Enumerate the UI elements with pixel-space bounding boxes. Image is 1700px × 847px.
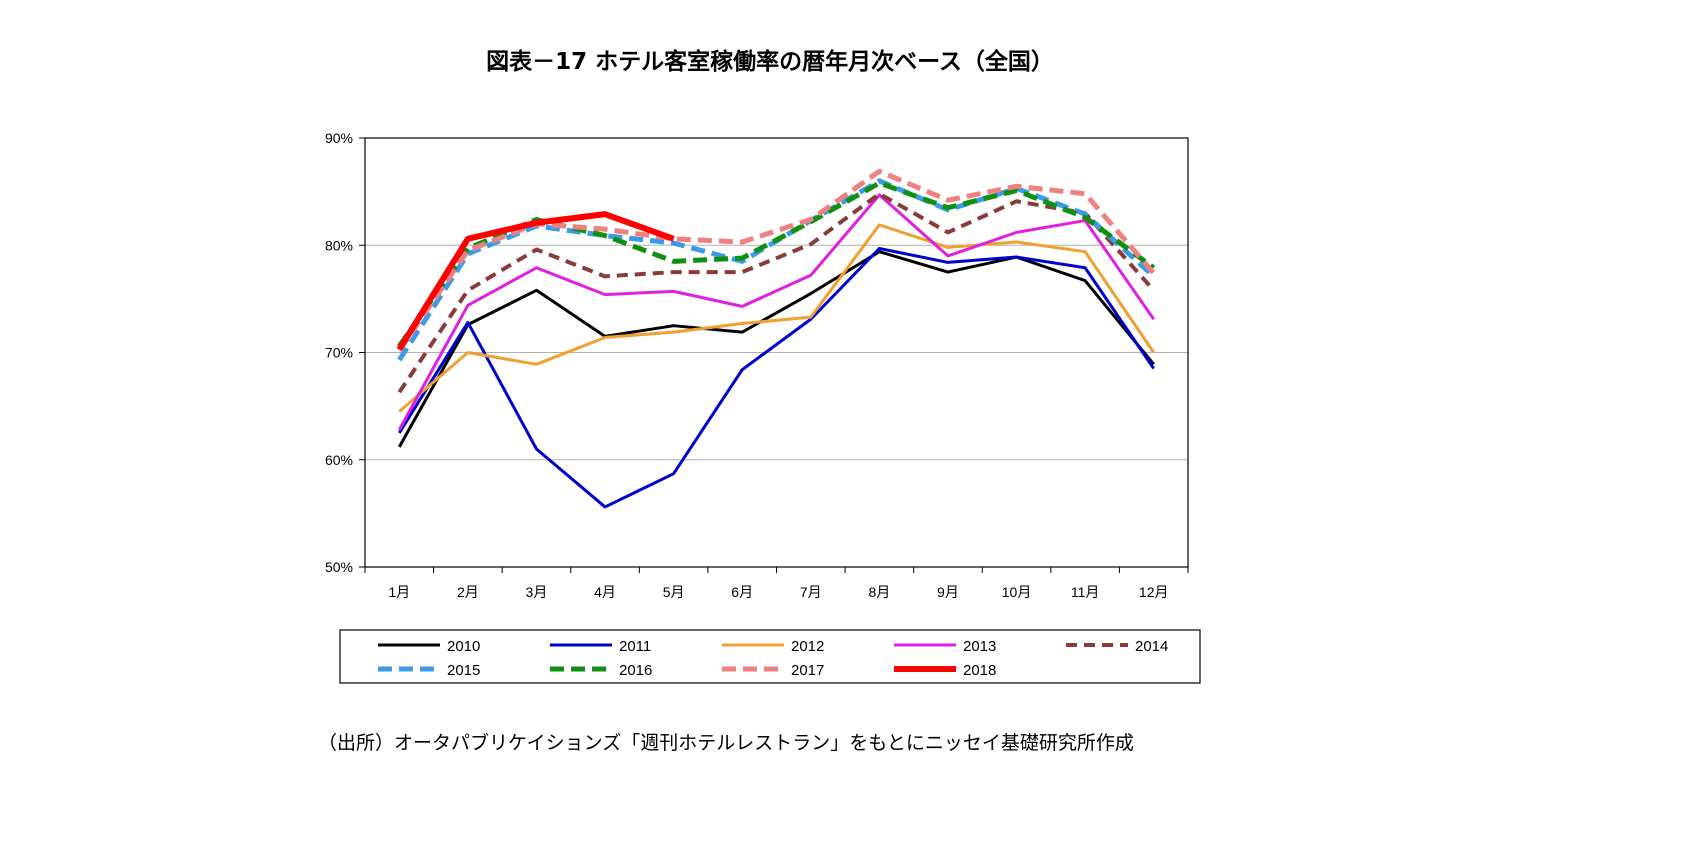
series-line-2014: [397, 191, 1156, 394]
series-line-2013: [397, 193, 1155, 431]
x-tick-label: 9月: [937, 584, 959, 600]
chart-title: 図表－17 ホテル客室稼働率の暦年月次ベース（全国）: [486, 49, 1054, 75]
legend-label: 2017: [791, 662, 824, 679]
legend-label: 2016: [619, 662, 652, 679]
y-tick-label: 90%: [325, 130, 353, 146]
y-tick-label: 60%: [325, 452, 353, 468]
x-tick-label: 4月: [594, 584, 616, 600]
x-tick-label: 11月: [1071, 584, 1100, 600]
legend-label: 2012: [791, 638, 824, 655]
legend-label: 2013: [963, 638, 996, 655]
x-tick-label: 1月: [388, 584, 410, 600]
x-tick-label: 8月: [868, 584, 890, 600]
x-tick-label: 2月: [457, 584, 479, 600]
legend-label: 2015: [447, 662, 480, 679]
legend-label: 2014: [1135, 638, 1168, 655]
x-tick-label: 3月: [526, 584, 548, 600]
x-tick-label: 10月: [1002, 584, 1032, 600]
legend-label: 2018: [963, 662, 996, 679]
x-tick-label: 5月: [663, 584, 685, 600]
y-tick-label: 70%: [325, 345, 353, 361]
series-line-2010: [397, 250, 1155, 448]
y-tick-label: 80%: [325, 237, 353, 253]
source-note: （出所）オータパブリケイションズ「週刊ホテルレストラン」をもとにニッセイ基礎研究…: [318, 732, 1134, 754]
x-tick-label: 6月: [731, 584, 753, 600]
series-line-2015: [397, 178, 1156, 362]
y-tick-label: 50%: [325, 559, 353, 575]
series-line-2011: [398, 246, 1155, 509]
x-tick-label: 12月: [1139, 584, 1169, 600]
legend: [339, 629, 1201, 684]
x-tick-label: 7月: [800, 584, 822, 600]
legend-label: 2010: [447, 638, 480, 655]
series-line-2012: [398, 223, 1155, 413]
legend-label: 2011: [619, 638, 651, 655]
